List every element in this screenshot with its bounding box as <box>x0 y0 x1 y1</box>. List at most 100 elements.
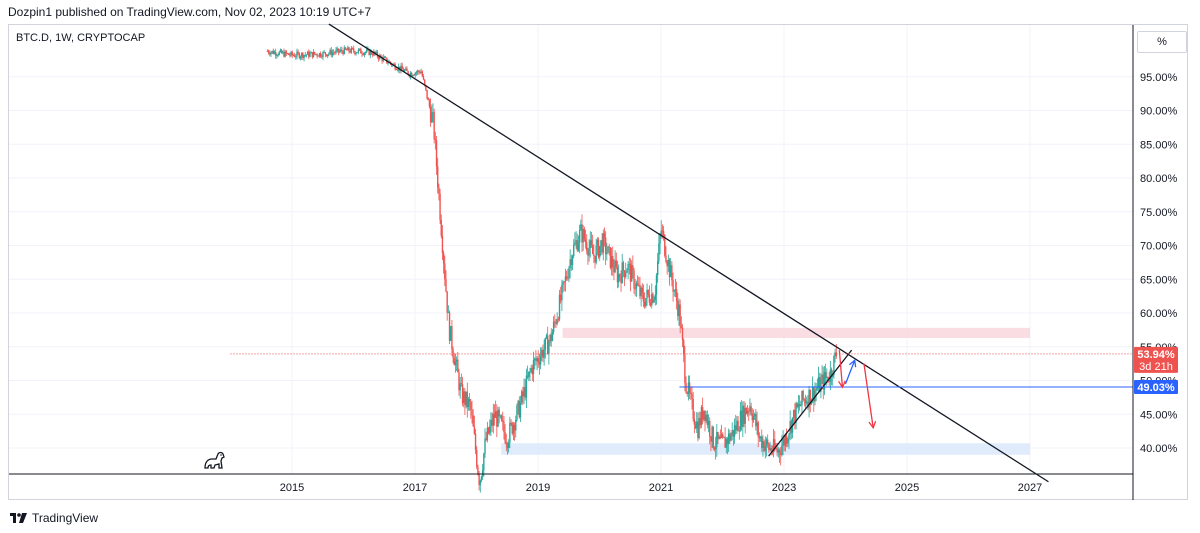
candle-down <box>688 382 691 393</box>
candle-down <box>433 111 435 140</box>
candle-down <box>641 287 644 294</box>
candle-down <box>280 49 283 54</box>
candle-down <box>314 51 316 55</box>
candle-up <box>284 51 286 57</box>
candle-up <box>627 263 629 271</box>
candle-up <box>808 389 810 408</box>
candle-up <box>573 244 575 257</box>
candle-up <box>784 435 787 446</box>
candle-down <box>468 399 471 403</box>
y-tick-label: 95.00% <box>1140 72 1178 84</box>
candle-down <box>807 401 809 408</box>
candle-up <box>696 421 698 429</box>
candle-down <box>662 231 665 236</box>
candle-down <box>779 453 782 455</box>
candle-up <box>738 430 740 432</box>
candle-down <box>587 250 589 256</box>
support-price-label-bg <box>1134 380 1178 395</box>
candle-down <box>828 381 830 382</box>
candle-up <box>450 326 452 341</box>
percent-scale-button[interactable]: % <box>1137 31 1187 53</box>
candle-up <box>625 272 627 278</box>
candle-up <box>764 446 767 451</box>
candle-up <box>834 352 836 356</box>
candle-up <box>759 436 762 439</box>
candle-up <box>358 48 361 50</box>
candle-down <box>636 283 639 286</box>
candle-down <box>291 51 293 56</box>
candle-up <box>286 53 289 55</box>
candle-down <box>297 51 299 54</box>
price-chart[interactable]: 40.00%45.00%50.00%55.00%60.00%65.00%70.0… <box>0 0 1200 500</box>
candle-up <box>515 419 517 431</box>
candle-down <box>421 71 424 77</box>
candle-down <box>796 403 798 408</box>
candle-up <box>300 53 303 57</box>
candle-down <box>345 49 348 51</box>
candle-up <box>589 240 591 248</box>
candle-down <box>500 415 503 421</box>
candle-up <box>416 70 419 73</box>
candle-down <box>774 439 776 449</box>
candle-up <box>606 253 608 255</box>
candle-down <box>448 312 451 341</box>
candle-up <box>295 56 297 58</box>
candle-down <box>498 409 500 417</box>
blue-arrow-head <box>848 358 857 368</box>
candle-down <box>524 387 526 398</box>
candle-down <box>361 53 363 55</box>
candle-down <box>337 48 340 53</box>
candle-up <box>651 293 653 306</box>
candle-down <box>835 352 837 357</box>
candle-down <box>470 402 472 410</box>
red-arrow-1-shaft <box>838 350 844 388</box>
candle-down <box>717 432 719 439</box>
candle-down <box>302 53 304 59</box>
candle-up <box>304 54 306 56</box>
candle-down <box>381 56 383 61</box>
candle-up <box>489 426 491 434</box>
current-price-label-bg <box>1134 346 1178 373</box>
candle-down <box>735 425 737 431</box>
candle-down <box>609 247 612 268</box>
candle-down <box>819 377 821 392</box>
candle-up <box>658 243 660 262</box>
arrows <box>838 350 877 430</box>
drawing-lines <box>230 23 1133 483</box>
candle-down <box>685 383 687 393</box>
ascending-support <box>768 349 853 457</box>
candle-down <box>446 291 448 313</box>
candle-down <box>272 50 275 54</box>
candle-down <box>477 466 479 474</box>
candle-up <box>687 382 690 394</box>
candle-up <box>816 387 819 390</box>
candle-down <box>701 407 704 420</box>
candle-up <box>543 349 545 358</box>
candle-up <box>536 357 538 362</box>
candle-down <box>453 358 455 366</box>
candle-down <box>485 438 487 440</box>
red-arrow-1-head <box>838 380 846 389</box>
candle-down <box>642 293 645 302</box>
candle-up <box>733 425 736 437</box>
candle-down <box>613 267 615 273</box>
candle-down <box>285 51 288 54</box>
resistance-zone <box>562 327 1030 338</box>
candle-down <box>629 263 632 282</box>
candle-down <box>471 409 473 416</box>
candle-down <box>546 335 549 355</box>
candle-up <box>357 49 360 53</box>
candle-up <box>811 386 814 400</box>
x-axis: 2015 2017 2019 2021 2023 2025 2027 <box>9 473 1133 494</box>
candle-up <box>480 476 483 481</box>
candle-up <box>720 434 723 439</box>
candle-down <box>374 51 376 54</box>
candle-up <box>431 112 433 123</box>
candle-down <box>283 51 285 57</box>
candle-down <box>402 69 405 72</box>
candle-down <box>732 430 735 437</box>
candle-up <box>529 371 531 373</box>
candle-up <box>621 262 623 284</box>
candle-up <box>562 281 564 285</box>
blue-arrow <box>844 358 857 385</box>
